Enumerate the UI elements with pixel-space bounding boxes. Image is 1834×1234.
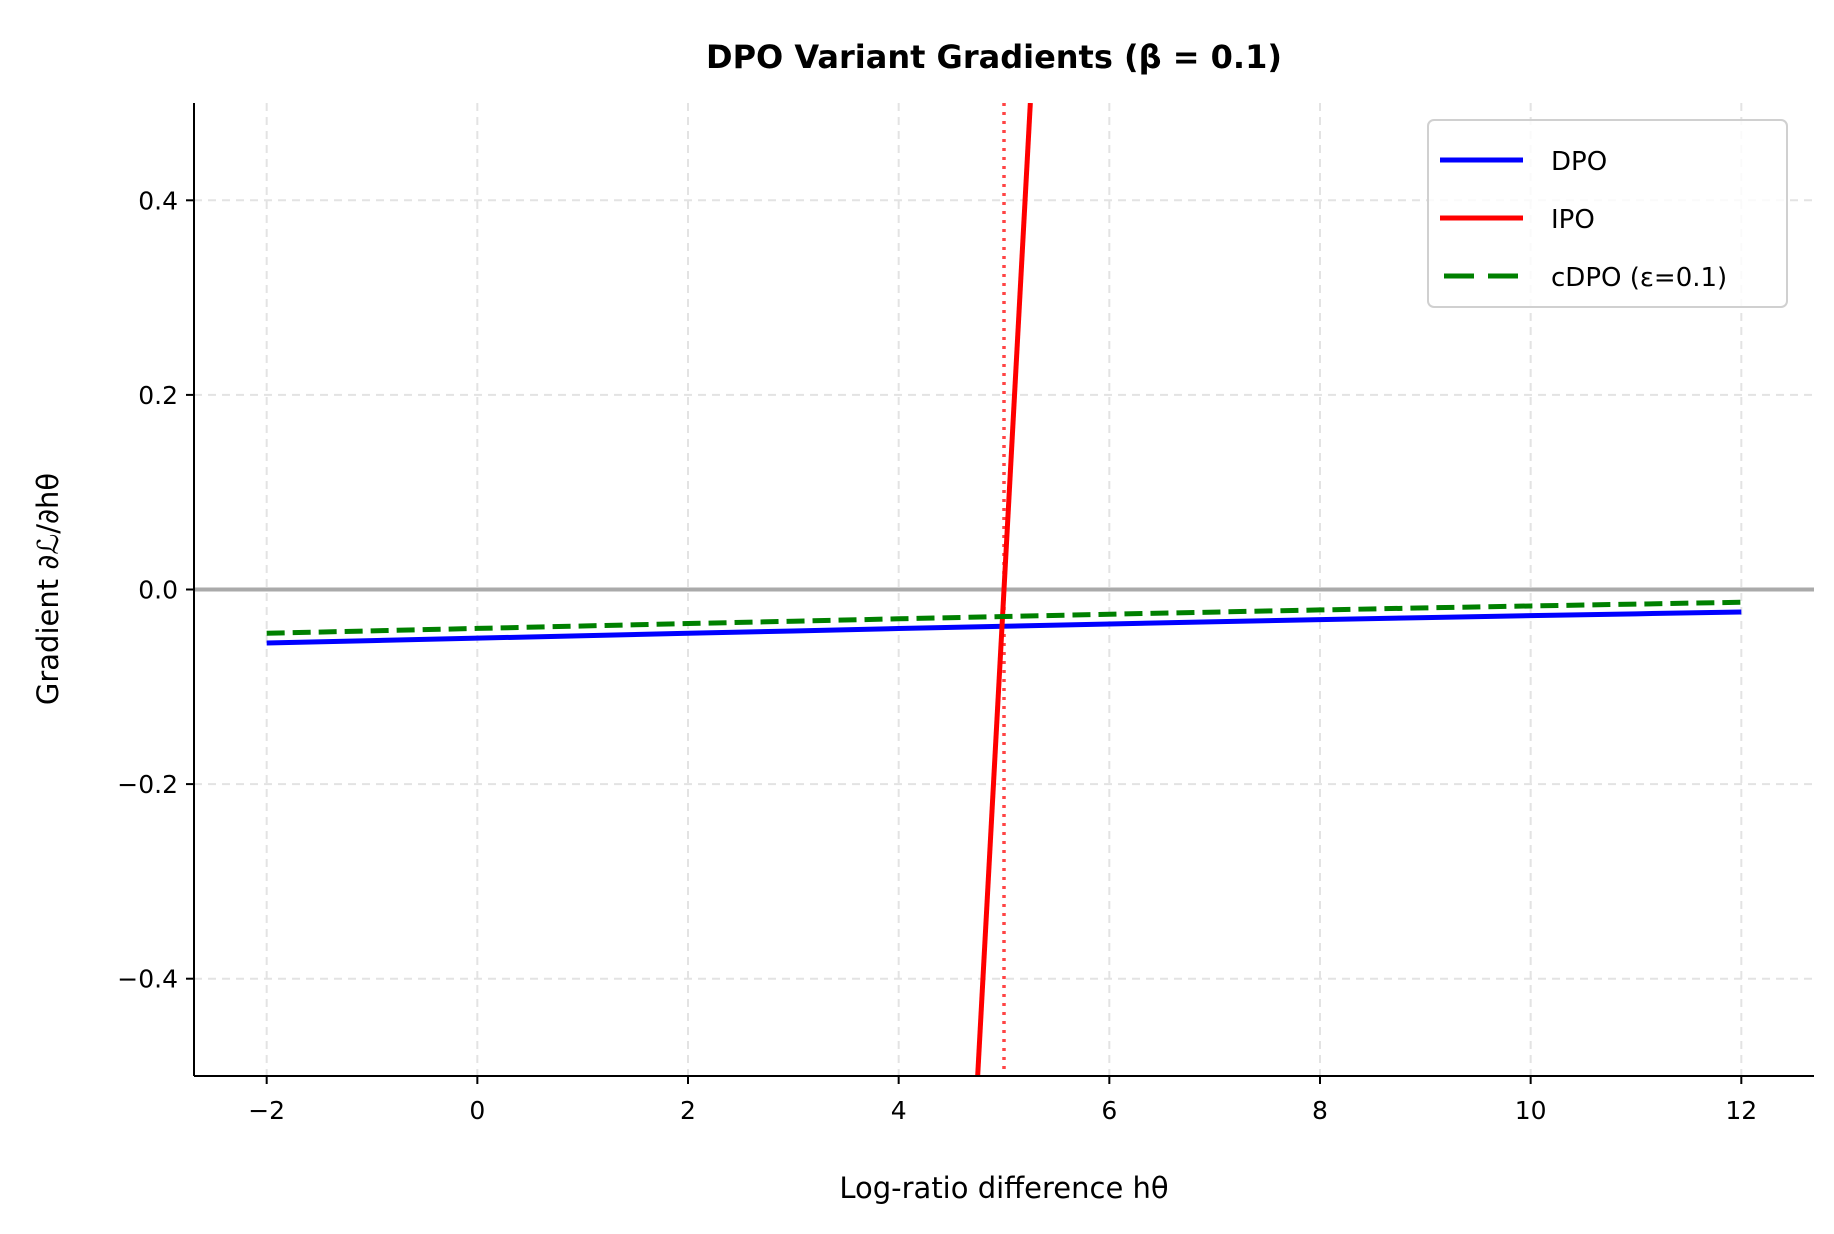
x-tick-label: 0 [469, 1096, 485, 1125]
x-tick-label: 8 [1312, 1096, 1328, 1125]
y-tick-label: 0.0 [138, 576, 178, 605]
chart-title: DPO Variant Gradients (β = 0.1) [706, 38, 1282, 76]
y-tick-label: 0.4 [138, 186, 178, 215]
legend-box [1427, 119, 1788, 308]
y-tick-label: 0.2 [138, 381, 178, 410]
x-tick-label: 4 [891, 1096, 907, 1125]
legend: DPO IPO cDPO (ε=0.1) [1427, 119, 1788, 308]
x-tick-label: 12 [1725, 1096, 1757, 1125]
y-tick-label: −0.2 [117, 770, 178, 799]
x-tick-label: 2 [680, 1096, 696, 1125]
series-line-cdpo [266, 599, 1742, 636]
ticks: −2 0 2 4 6 8 10 12 −0.4 −0.2 0.0 0.2 0.4 [117, 186, 1757, 1125]
series-line-ipo [975, 103, 1033, 1076]
x-axis-label: Log-ratio difference hθ [839, 1171, 1168, 1205]
y-axis-label: Gradient ∂ℒ/∂hθ [31, 473, 65, 705]
x-tick-label: 6 [1101, 1096, 1117, 1125]
legend-label-ipo: IPO [1551, 205, 1595, 235]
x-tick-label: 10 [1515, 1096, 1547, 1125]
series-group [266, 103, 1742, 1076]
x-tick-label: −2 [248, 1096, 285, 1125]
y-tick-label: −0.4 [117, 965, 178, 994]
legend-label-cdpo: cDPO (ε=0.1) [1551, 263, 1727, 293]
legend-label-dpo: DPO [1551, 147, 1607, 177]
